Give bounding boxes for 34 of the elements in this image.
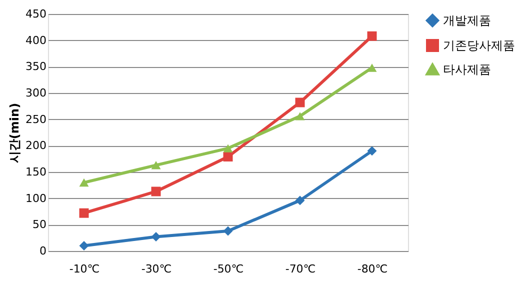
y-axis-title: 시간(min) (8, 102, 22, 164)
legend-label: 개발제품 (443, 14, 491, 28)
y-tick-label: 200 (26, 139, 46, 152)
point (79, 208, 89, 218)
point (367, 146, 377, 156)
y-tick-label: 450 (26, 8, 46, 20)
y-tick-label: 300 (26, 86, 46, 100)
y-tick-label: 50 (32, 218, 46, 232)
y-tick-label: 150 (26, 166, 46, 178)
point (151, 232, 161, 242)
y-tick-label: 0 (40, 244, 46, 258)
point (151, 161, 161, 170)
point (295, 98, 305, 108)
x-tick-label: -50℃ (213, 262, 244, 276)
point (79, 178, 89, 187)
x-tick-label: -70℃ (285, 262, 316, 276)
x-tick-label: -10℃ (69, 262, 100, 276)
legend-label: 타사제품 (443, 62, 491, 76)
point (223, 226, 233, 236)
legend-label: 기존당사제품 (443, 38, 515, 52)
y-tick-label: 100 (26, 192, 46, 205)
point (295, 196, 305, 206)
x-tick-label: -30℃ (141, 262, 172, 276)
point (367, 64, 377, 72)
point (79, 240, 89, 250)
point (295, 112, 305, 120)
y-tick-label: 250 (26, 112, 46, 126)
x-tick-label: -80℃ (357, 262, 388, 276)
y-tick-label: 350 (26, 60, 46, 74)
point (151, 186, 161, 196)
point (367, 31, 377, 41)
point (223, 152, 233, 162)
y-tick-label: 400 (26, 34, 46, 47)
point (223, 144, 233, 152)
